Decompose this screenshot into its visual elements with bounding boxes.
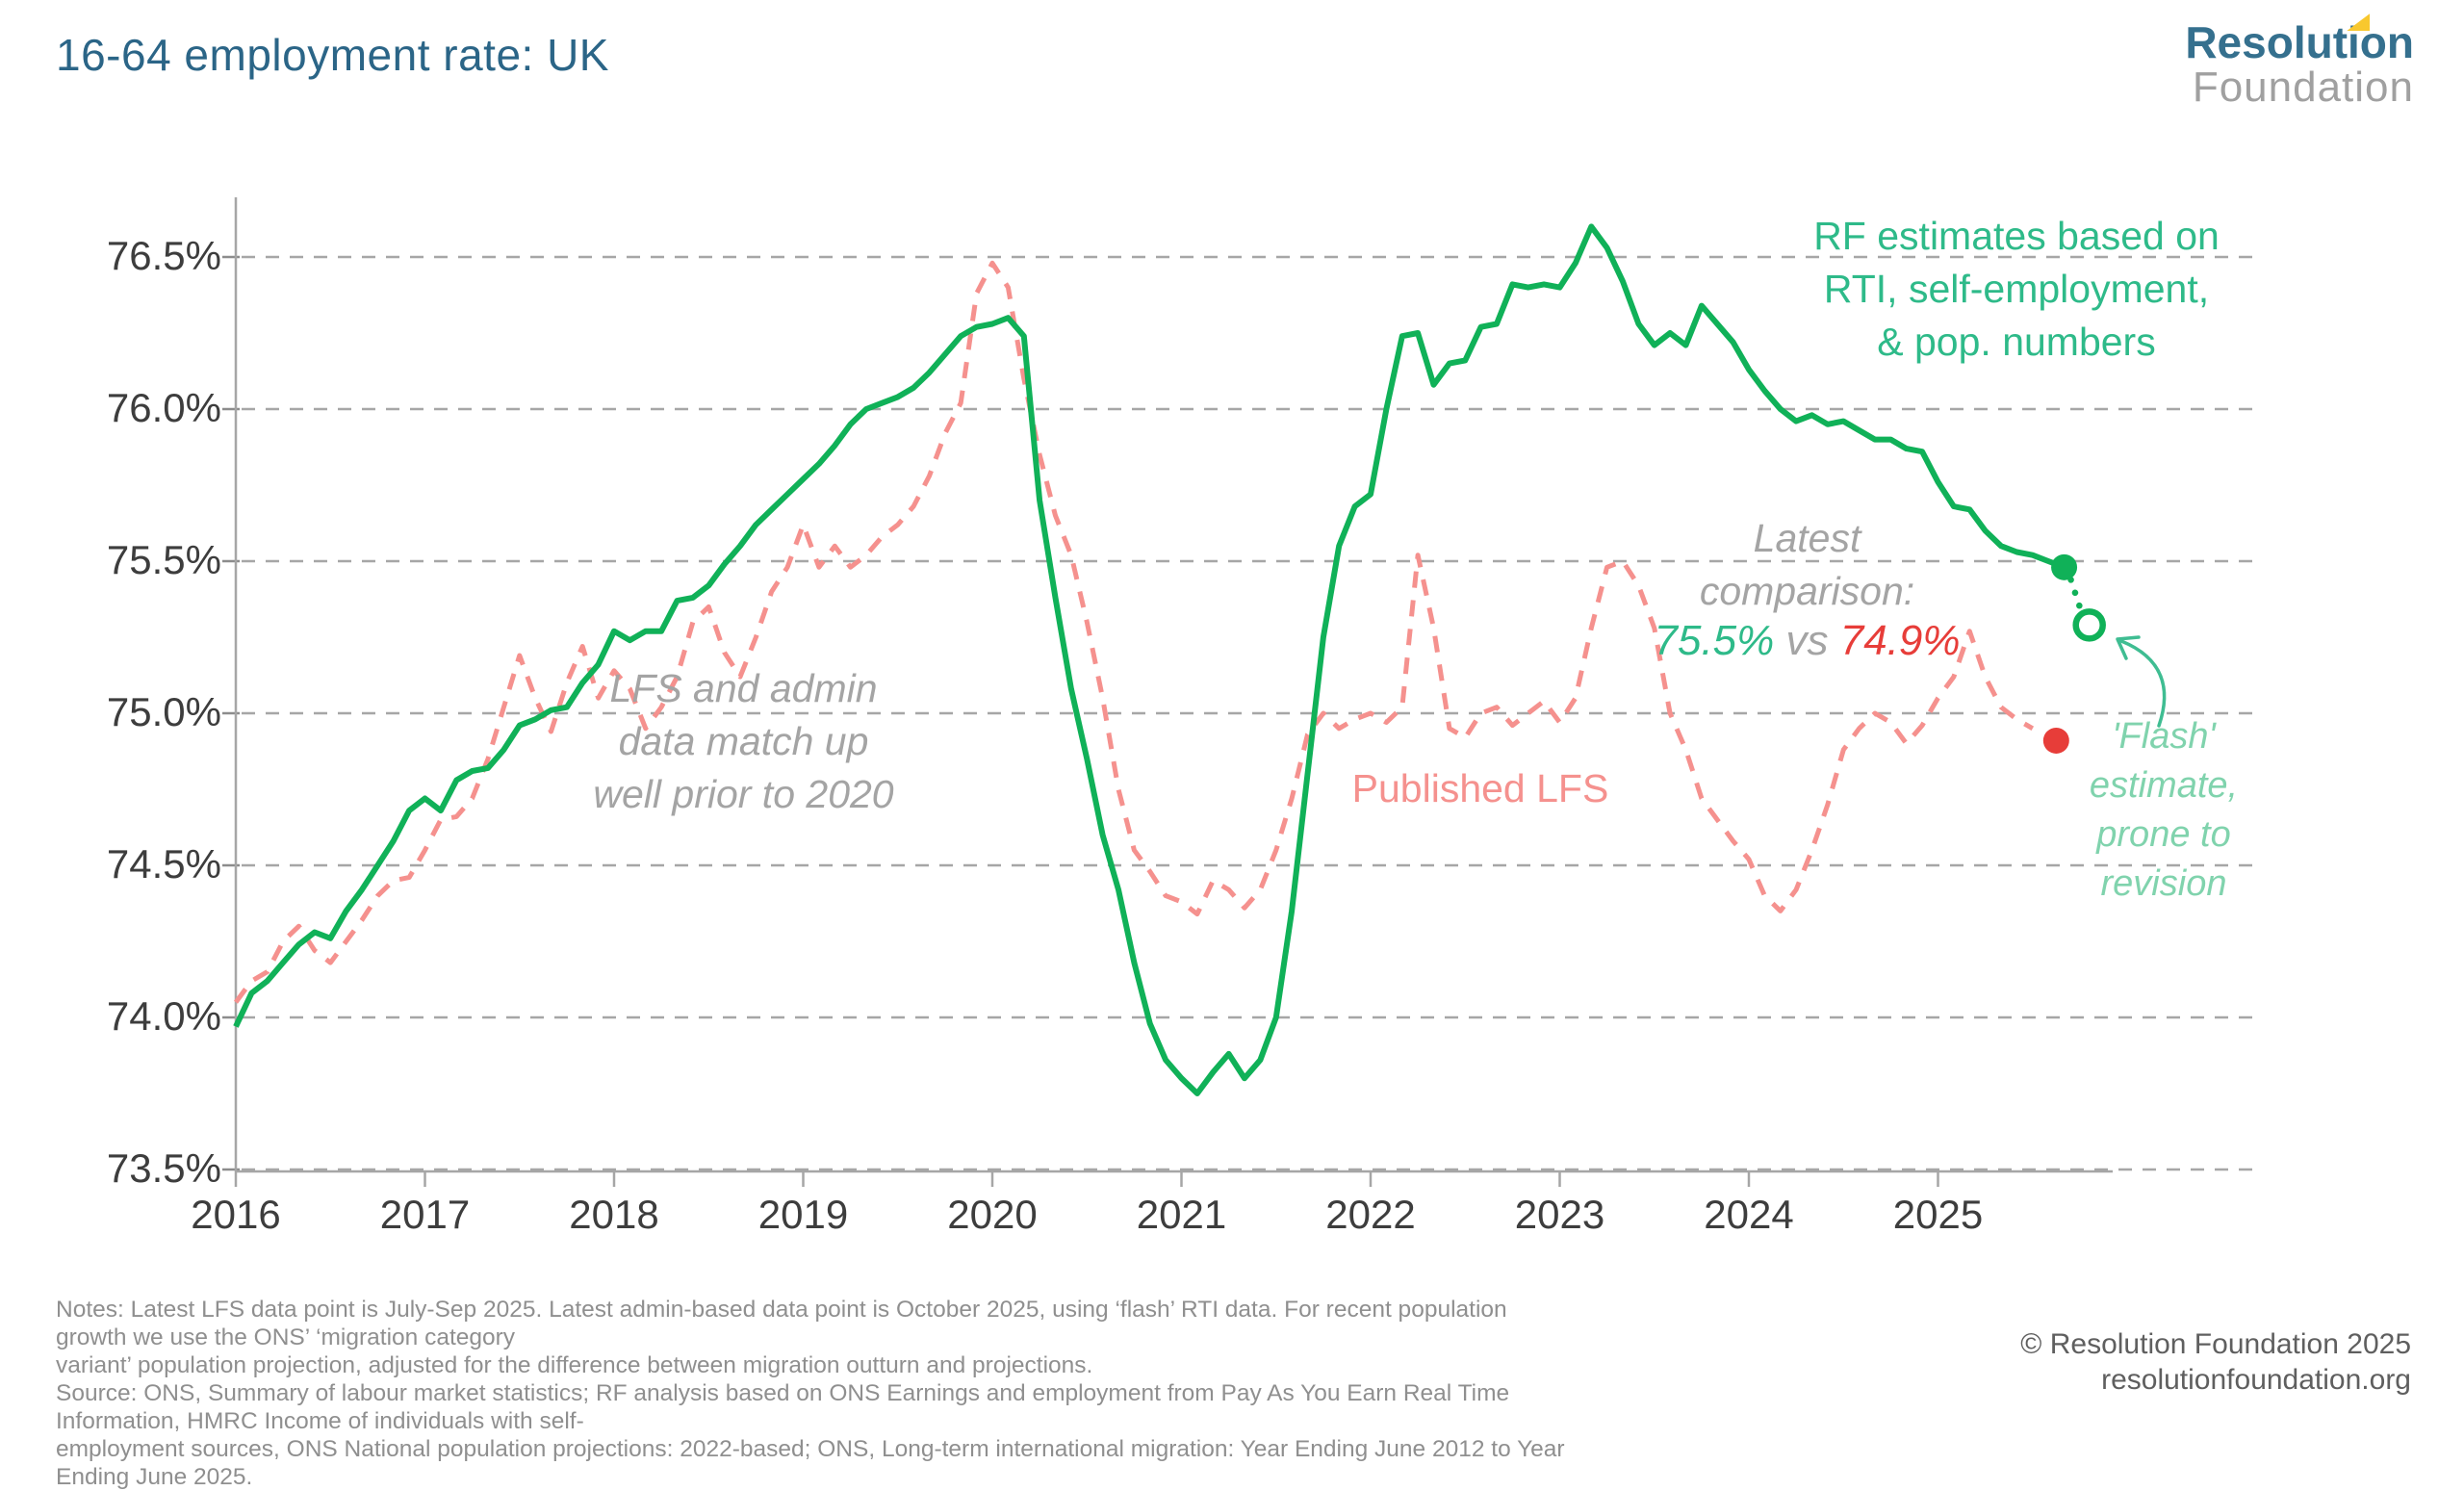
x-axis-tick-label: 2025 [1892, 1192, 1984, 1237]
page-title: 16-64 employment rate: UK [56, 30, 609, 80]
y-axis-tick-label: 74.5% [106, 841, 221, 887]
x-axis-tick-label: 2022 [1325, 1192, 1416, 1237]
footnotes: Notes: Latest LFS data point is July-Sep… [56, 1297, 1565, 1490]
x-axis-tick-label: 2016 [191, 1192, 281, 1237]
annotation-flash-estimate: 'Flash' estimate, prone to revision [2089, 716, 2239, 904]
x-axis-tick-label: 2021 [1136, 1192, 1227, 1237]
latest-admin-dot [2051, 553, 2078, 580]
comparison-green-value: 75.5% [1654, 617, 1775, 664]
x-axis-tick-label: 2024 [1704, 1192, 1794, 1237]
y-axis-tick-label: 76.0% [106, 385, 221, 430]
flash-estimate-open-circle [2072, 608, 2106, 642]
y-axis-tick-label: 75.0% [106, 689, 221, 734]
y-axis-tick-label: 76.5% [106, 233, 221, 278]
gridlines [222, 255, 2262, 1171]
x-axis-tick-label: 2017 [379, 1192, 471, 1237]
annotation-published-lfs-label: Published LFS [1351, 766, 1609, 810]
logo-wordmark-foundation: Foundation [2192, 64, 2414, 112]
latest-lfs-dot [2042, 727, 2069, 754]
flash-dotted-connector [2067, 577, 2084, 613]
y-axis-tick-label: 74.0% [106, 993, 221, 1039]
y-axis-tick-label: 73.5% [106, 1145, 221, 1191]
annotation-lfs-admin-match: LFS and admin data match up well prior t… [593, 666, 894, 816]
flash-arrow [2116, 635, 2167, 728]
x-axis-tick-label: 2018 [569, 1192, 659, 1237]
x-axis-tick-label: 2019 [757, 1192, 849, 1237]
axes [234, 197, 2113, 1187]
annotation-comparison-values: 75.5% vs 74.9% [1578, 617, 2036, 665]
copyright: © Resolution Foundation 2025 resolutionf… [2020, 1328, 2411, 1396]
annotation-rf-series-label: RF estimates based on RTI, self-employme… [1813, 214, 2220, 364]
x-axis-tick-label: 2023 [1514, 1192, 1605, 1237]
comparison-red-value: 74.9% [1839, 617, 1961, 664]
published-lfs-line [233, 260, 2035, 1004]
comparison-vs: vs [1785, 617, 1829, 664]
resolution-foundation-logo: Resolution Foundation [2185, 13, 2414, 112]
employment-rate-chart [222, 197, 2262, 1187]
y-axis-tick-label: 75.5% [106, 537, 221, 582]
rf-estimate-line [233, 223, 2066, 1096]
x-axis-tick-label: 2020 [947, 1192, 1038, 1237]
annotation-latest-comparison: Latest comparison: [1699, 516, 1915, 613]
logo-wordmark-resolution: Resolution [2185, 13, 2414, 65]
